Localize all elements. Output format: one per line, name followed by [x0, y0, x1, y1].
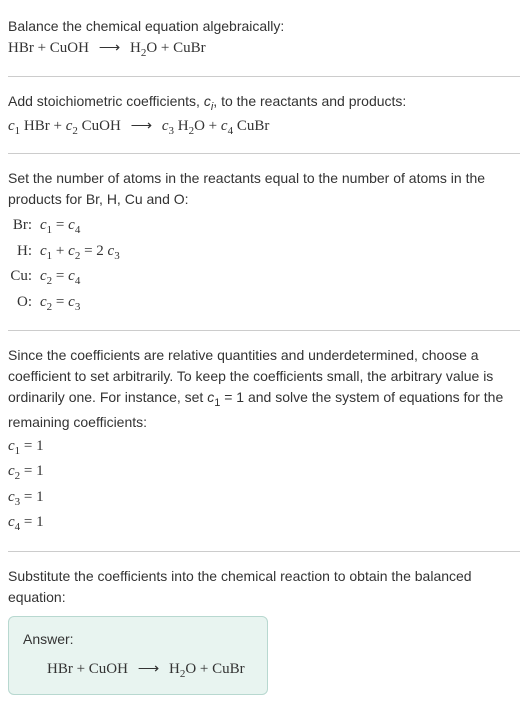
atom-equations: Br: c1 = c4 H: c1 + c2 = 2 c3 Cu: c2 = c… — [8, 214, 520, 315]
val: = 1 — [20, 489, 43, 505]
val: = 1 — [20, 514, 43, 530]
arrow-icon: ⟶ — [132, 661, 166, 677]
var-n: 4 — [75, 275, 81, 287]
answer-label: Answer: — [23, 629, 253, 650]
atom-label: Br: — [8, 214, 40, 237]
atom-label: Cu: — [8, 265, 40, 288]
eq-sign: = — [52, 217, 68, 233]
atom-eq: c2 = c3 — [40, 291, 80, 316]
atom-row: Cu: c2 = c4 — [8, 265, 520, 290]
eq-right-b: O + CuBr — [146, 40, 205, 56]
ans-right-b: O + CuBr — [185, 661, 244, 677]
atom-eq: c1 = c4 — [40, 214, 80, 239]
ans-left: HBr + CuOH — [47, 661, 128, 677]
coeff-result: c4 = 1 — [8, 511, 520, 536]
atom-label: O: — [8, 291, 40, 314]
var: c — [68, 217, 75, 233]
eq-sign: = 2 — [80, 243, 107, 259]
var: c — [40, 294, 47, 310]
divider — [8, 76, 520, 77]
var: c — [40, 268, 47, 284]
intro-section: Balance the chemical equation algebraica… — [8, 8, 520, 70]
answer-equation: HBr + CuOH ⟶ H2O + CuBr — [23, 658, 253, 683]
var: c — [8, 514, 15, 530]
step2-text: Set the number of atoms in the reactants… — [8, 168, 520, 210]
coeff-var: c — [204, 93, 211, 109]
var: c — [40, 217, 47, 233]
coeff: c — [162, 118, 169, 134]
answer-box: Answer: HBr + CuOH ⟶ H2O + CuBr — [8, 616, 268, 696]
var-n: 3 — [75, 301, 81, 313]
arrow-icon: ⟶ — [125, 118, 159, 134]
coeff-result: c2 = 1 — [8, 460, 520, 485]
step2-section: Set the number of atoms in the reactants… — [8, 160, 520, 324]
atom-row: O: c2 = c3 — [8, 291, 520, 316]
coeff-result: c3 = 1 — [8, 486, 520, 511]
eq-right-a: H — [130, 40, 141, 56]
text-part: , to the reactants and products: — [213, 93, 406, 109]
divider — [8, 153, 520, 154]
var-n: 3 — [114, 250, 120, 262]
atom-eq: c1 + c2 = 2 c3 — [40, 240, 120, 265]
eq-left: HBr + CuOH — [8, 40, 89, 56]
var: c — [8, 463, 15, 479]
step4-text: Substitute the coefficients into the che… — [8, 566, 520, 608]
var: c — [8, 489, 15, 505]
var: c — [40, 243, 47, 259]
step4-section: Substitute the coefficients into the che… — [8, 558, 520, 704]
species: O + — [194, 118, 221, 134]
coeff-list: c1 = 1 c2 = 1 c3 = 1 c4 = 1 — [8, 435, 520, 536]
divider — [8, 330, 520, 331]
var: c — [68, 294, 75, 310]
species: CuOH — [78, 118, 121, 134]
text-part: Add stoichiometric coefficients, — [8, 93, 204, 109]
atom-label: H: — [8, 240, 40, 263]
coeff: c — [221, 118, 228, 134]
val: = 1 — [20, 438, 43, 454]
step3-section: Since the coefficients are relative quan… — [8, 337, 520, 544]
atom-row: Br: c1 = c4 — [8, 214, 520, 239]
species: CuBr — [233, 118, 269, 134]
step1-section: Add stoichiometric coefficients, ci, to … — [8, 83, 520, 148]
var: c — [68, 243, 75, 259]
coeff-result: c1 = 1 — [8, 435, 520, 460]
var: c — [68, 268, 75, 284]
var: c — [8, 438, 15, 454]
step1-equation: c1 HBr + c2 CuOH ⟶ c3 H2O + c4 CuBr — [8, 115, 520, 140]
step3-text: Since the coefficients are relative quan… — [8, 345, 520, 432]
plus: + — [52, 243, 68, 259]
coeff: c — [8, 118, 15, 134]
atom-eq: c2 = c4 — [40, 265, 80, 290]
var-n: 4 — [75, 224, 81, 236]
arrow-icon: ⟶ — [93, 40, 127, 56]
species: H — [174, 118, 189, 134]
intro-text: Balance the chemical equation algebraica… — [8, 16, 520, 37]
eq-sign: = — [52, 268, 68, 284]
eq-sign: = — [52, 294, 68, 310]
divider — [8, 551, 520, 552]
ans-right-a: H — [169, 661, 180, 677]
species: HBr + — [20, 118, 66, 134]
atom-row: H: c1 + c2 = 2 c3 — [8, 240, 520, 265]
step1-text: Add stoichiometric coefficients, ci, to … — [8, 91, 520, 115]
intro-equation: HBr + CuOH ⟶ H2O + CuBr — [8, 37, 520, 62]
val: = 1 — [20, 463, 43, 479]
